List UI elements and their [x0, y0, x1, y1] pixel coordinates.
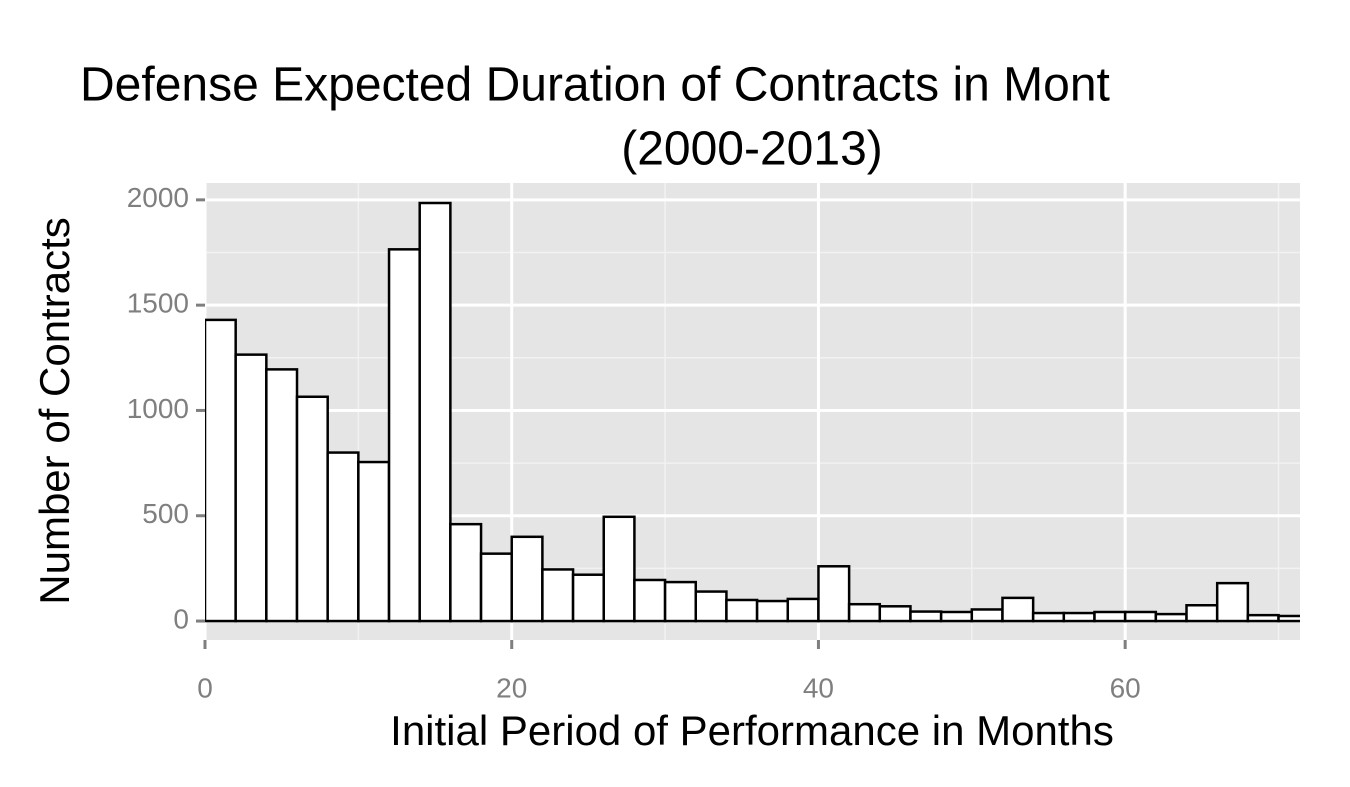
x-tick-label: 60	[1110, 672, 1141, 703]
bar	[939, 610, 974, 623]
bar	[970, 608, 1004, 623]
bar	[1185, 604, 1219, 623]
bar	[633, 578, 667, 623]
bar	[1246, 613, 1280, 623]
bar	[694, 590, 728, 623]
bar	[1031, 611, 1066, 623]
chart-subtitle: (2000-2013)	[621, 123, 883, 176]
bar	[847, 602, 882, 623]
bar	[357, 460, 391, 623]
bar	[326, 451, 360, 623]
y-tick-label: 500	[142, 498, 189, 529]
bar	[1215, 581, 1250, 623]
y-axis-title: Number of Contracts	[31, 217, 78, 604]
bar	[205, 318, 237, 623]
bar	[234, 353, 268, 623]
bar	[1093, 610, 1127, 623]
bar	[725, 598, 759, 623]
bar	[387, 248, 421, 623]
bar	[663, 580, 698, 623]
bar	[418, 201, 452, 623]
bar	[602, 515, 636, 623]
y-tick-label: 2000	[127, 182, 189, 213]
bar	[541, 568, 575, 623]
x-tick-label: 40	[803, 672, 834, 703]
bar	[1001, 596, 1035, 623]
bar	[878, 605, 912, 623]
y-tick-label: 1500	[127, 288, 189, 319]
bar	[786, 597, 820, 623]
x-tick-label: 0	[197, 672, 213, 703]
bar	[1154, 612, 1188, 623]
bar	[1062, 611, 1096, 623]
bar	[510, 535, 544, 623]
y-tick-label: 0	[173, 603, 189, 634]
bar	[265, 368, 299, 623]
x-axis-title: Initial Period of Performance in Months	[390, 707, 1114, 754]
bar	[817, 565, 851, 623]
bar	[479, 552, 513, 623]
bar	[1277, 614, 1300, 623]
bar	[295, 395, 329, 623]
x-tick-label: 20	[496, 672, 527, 703]
y-tick-label: 1000	[127, 393, 189, 424]
bar	[571, 573, 605, 623]
bar	[755, 599, 790, 623]
bar	[1123, 610, 1158, 623]
bar	[909, 610, 943, 623]
chart-title: Defense Expected Duration of Contracts i…	[80, 59, 1110, 112]
bar	[449, 522, 483, 623]
